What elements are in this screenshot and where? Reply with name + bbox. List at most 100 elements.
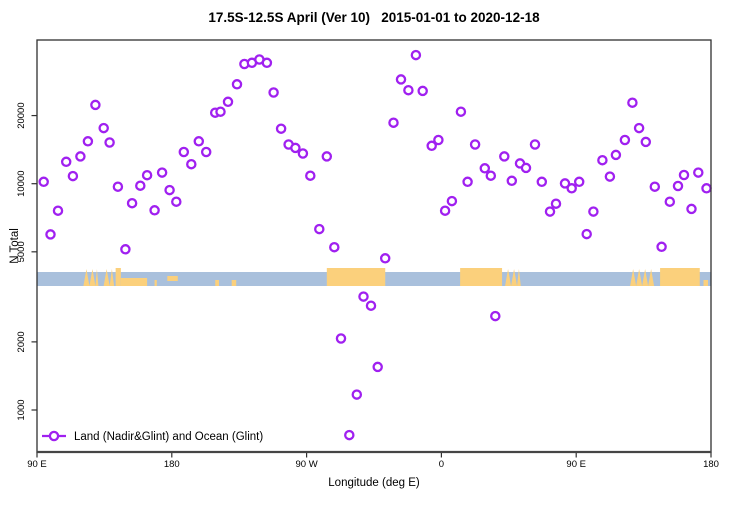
- y-axis-label: N Total: [9, 228, 21, 264]
- data-point: [344, 429, 355, 441]
- data-point: [559, 178, 571, 189]
- data-point: [261, 57, 273, 69]
- land-patch: [630, 269, 637, 286]
- data-point: [171, 196, 182, 207]
- legend-label: Land (Nadir&Glint) and Ocean (Glint): [74, 431, 263, 443]
- x-axis-label: Longitude (deg E): [328, 477, 420, 489]
- data-point: [38, 176, 49, 188]
- land-patch: [642, 269, 649, 286]
- land-patch: [326, 268, 386, 286]
- data-point: [222, 96, 234, 108]
- data-point: [268, 87, 279, 98]
- data-point: [693, 167, 704, 178]
- data-point: [45, 229, 56, 240]
- data-point: [321, 151, 333, 162]
- data-point: [297, 148, 309, 159]
- data-point: [149, 205, 160, 216]
- data-point: [672, 180, 684, 192]
- data-point: [60, 156, 72, 168]
- data-point: [112, 181, 124, 192]
- land-patch: [460, 268, 503, 286]
- x-tick-label: 0: [439, 459, 444, 470]
- data-point: [75, 151, 86, 162]
- land-patch: [231, 280, 237, 286]
- land-patch: [154, 280, 157, 286]
- data-point: [485, 170, 497, 181]
- land-patch: [660, 268, 700, 286]
- x-tick-label: 90 E: [566, 459, 586, 470]
- data-point: [455, 106, 467, 117]
- data-point: [479, 163, 491, 174]
- land-patch: [120, 278, 148, 286]
- data-point: [506, 175, 518, 187]
- data-point: [640, 136, 652, 148]
- data-point: [98, 122, 109, 134]
- data-point: [633, 122, 645, 134]
- land-patch: [89, 269, 96, 286]
- data-point: [126, 197, 138, 209]
- y-tick-label: 10000: [16, 170, 27, 196]
- plot-border: [36, 39, 712, 453]
- data-point: [164, 184, 175, 196]
- data-point: [649, 181, 661, 192]
- data-point: [439, 205, 451, 216]
- data-point: [656, 241, 667, 253]
- data-point: [135, 180, 146, 191]
- land-patch: [95, 269, 99, 286]
- data-point: [619, 134, 631, 146]
- data-point: [193, 136, 205, 147]
- x-tick-label: 180: [703, 459, 719, 470]
- data-point: [67, 170, 79, 182]
- land-patch: [636, 269, 643, 286]
- land-patch: [505, 269, 512, 286]
- data-point: [627, 97, 638, 108]
- data-point: [490, 310, 501, 322]
- data-point: [365, 300, 377, 311]
- data-point: [178, 146, 190, 158]
- data-point: [52, 205, 64, 216]
- data-point: [314, 223, 325, 235]
- data-point: [141, 169, 153, 181]
- data-point: [573, 176, 585, 188]
- data-point: [499, 151, 510, 162]
- data-point: [417, 85, 428, 97]
- data-point: [410, 49, 422, 61]
- data-point: [379, 253, 391, 264]
- data-point: [686, 203, 697, 215]
- data-point: [588, 206, 599, 217]
- x-tick-label: 90 W: [296, 459, 318, 470]
- chart-title: 17.5S-12.5S April (Ver 10) 2015-01-01 to…: [208, 10, 540, 25]
- data-point: [566, 183, 577, 194]
- data-point: [275, 123, 287, 134]
- land-patch: [115, 268, 121, 286]
- plot-area: 90 E 180 90 W 0 90 E 180 1000 2000 5000 10000 2000…: [16, 39, 719, 470]
- land-patch: [109, 269, 115, 286]
- data-point: [215, 106, 226, 117]
- data-point: [104, 137, 115, 148]
- data-point: [664, 196, 676, 207]
- data-point: [581, 228, 592, 240]
- data-point: [550, 198, 562, 209]
- land-patch: [511, 269, 518, 286]
- data-point: [426, 140, 437, 152]
- data-point: [82, 136, 94, 147]
- land-patch: [648, 269, 655, 286]
- data-point: [290, 142, 301, 154]
- data-point: [231, 79, 243, 90]
- data-point: [186, 158, 197, 170]
- data-point: [305, 170, 316, 181]
- data-point: [604, 171, 616, 182]
- data-point: [520, 162, 532, 174]
- data-point: [529, 139, 541, 150]
- data-point: [446, 195, 458, 207]
- data-point: [388, 117, 399, 128]
- data-point: [90, 99, 101, 111]
- data-point: [335, 333, 347, 344]
- data-point: [372, 361, 383, 373]
- data-point: [536, 176, 548, 188]
- land-patch: [215, 280, 219, 286]
- data-point: [395, 74, 407, 85]
- data-point: [678, 169, 690, 181]
